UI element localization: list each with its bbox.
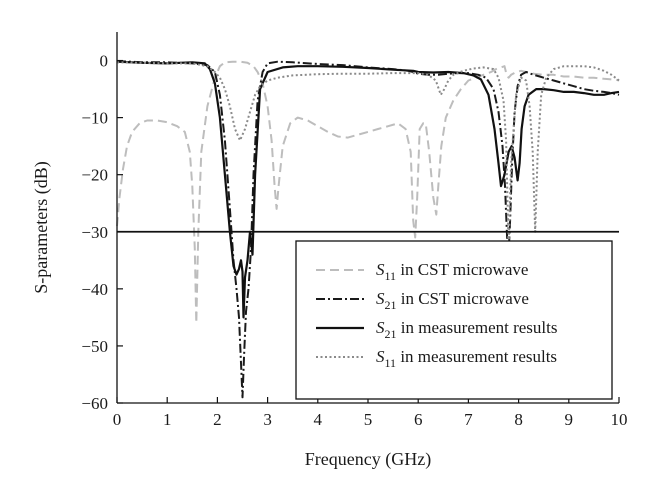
x-tick-label: 6 <box>414 410 423 429</box>
x-tick-label: 1 <box>163 410 172 429</box>
series-line-2 <box>116 60 620 399</box>
x-tick-label: 0 <box>113 410 122 429</box>
legend-label-3: S21 in measurement results <box>376 318 558 341</box>
y-axis-label: S-parameters (dB) <box>31 161 52 293</box>
x-tick-label: 3 <box>263 410 272 429</box>
y-tick-label: −30 <box>81 223 108 242</box>
series-line-1 <box>116 60 620 325</box>
y-tick-label: 0 <box>100 52 109 71</box>
y-tick-label: −60 <box>81 394 108 413</box>
x-tick-label: 10 <box>611 410 628 429</box>
ticks: 0 1 2 3 4 5 6 7 8 9 10 0 −10 −20 −30 −40 −50 −60 <box>81 52 627 429</box>
legend-label-1: S11 in CST microwave <box>376 260 528 283</box>
x-tick-label: 7 <box>464 410 473 429</box>
legend-label-2: S21 in CST microwave <box>376 289 529 312</box>
x-tick-label: 9 <box>565 410 574 429</box>
legend-label-4: S11 in measurement results <box>376 347 557 370</box>
x-tick-label: 2 <box>213 410 222 429</box>
x-tick-label: 4 <box>314 410 323 429</box>
x-tick-label: 5 <box>364 410 373 429</box>
legend-box <box>295 240 613 400</box>
series-line-3 <box>116 60 620 319</box>
y-tick-label: −20 <box>81 166 108 185</box>
y-tick-label: −50 <box>81 337 108 356</box>
series-line-4 <box>116 61 620 250</box>
plot-lines <box>116 60 620 399</box>
y-tick-label: −10 <box>81 109 108 128</box>
x-tick-label: 8 <box>514 410 523 429</box>
y-tick-label: −40 <box>81 280 108 299</box>
legend: S11 in CST microwave S21 in CST microwave… <box>295 240 613 400</box>
x-axis-label: Frequency (GHz) <box>305 449 431 470</box>
